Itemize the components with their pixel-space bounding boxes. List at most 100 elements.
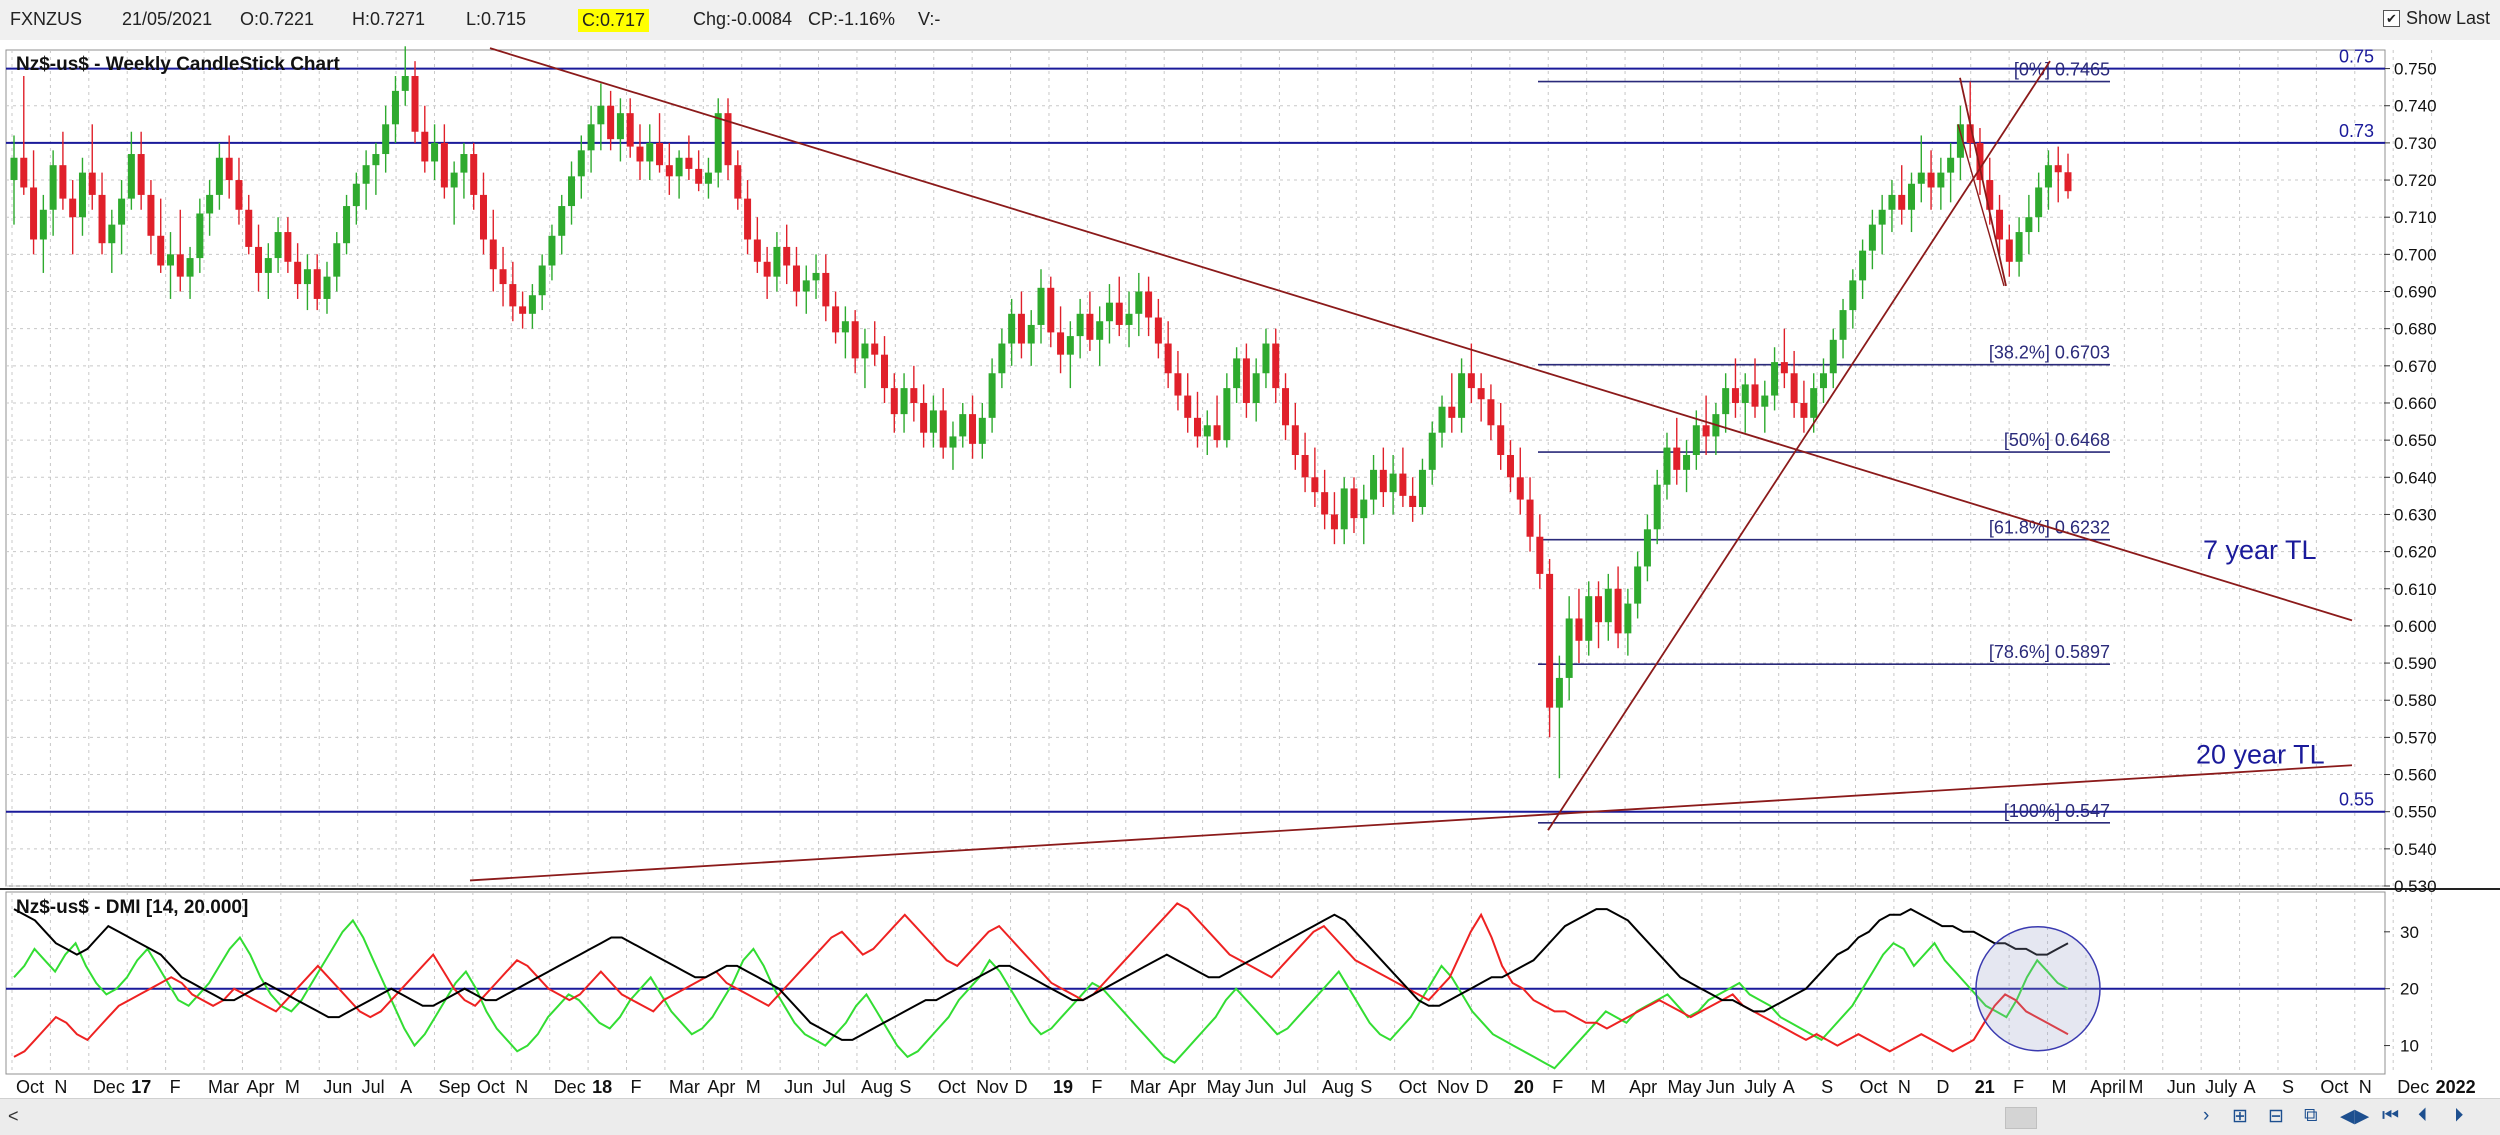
x-tick-label: A bbox=[2244, 1077, 2256, 1097]
candle-body bbox=[127, 154, 135, 199]
prev-icon[interactable]: ⏴ bbox=[2418, 1105, 2428, 1126]
main-chart-title: Nz$-us$ - Weekly CandleStick Chart bbox=[16, 54, 340, 75]
candle-body bbox=[1017, 313, 1025, 344]
show-last-checkbox[interactable]: ✔ Show Last bbox=[2382, 8, 2490, 29]
candle-body bbox=[1966, 124, 1974, 143]
y-tick-label: 0.700 bbox=[2394, 245, 2437, 264]
horizontal-scrollbar[interactable]: < › ⊞ ⊟ ⧉ ◀▶ ⏮ ⏴ ⏵ bbox=[0, 1098, 2500, 1135]
candle-body bbox=[391, 90, 399, 125]
level-label: 0.73 bbox=[2339, 121, 2374, 141]
y-tick-label: 0.570 bbox=[2394, 728, 2437, 747]
x-tick-label: Jul bbox=[1283, 1077, 1306, 1097]
x-tick-label: Dec bbox=[554, 1077, 586, 1097]
candle-body bbox=[1751, 384, 1759, 407]
candle-body bbox=[1663, 447, 1671, 485]
candle-body bbox=[1252, 373, 1260, 403]
candle-body bbox=[499, 269, 507, 285]
candle-body bbox=[1839, 310, 1847, 340]
y-tick-label: 0.660 bbox=[2394, 394, 2437, 413]
candle-body bbox=[1986, 180, 1994, 210]
scroll-right-icon[interactable]: › bbox=[2203, 1105, 2210, 1126]
x-tick-label: 21 bbox=[1975, 1077, 1995, 1097]
candle-body bbox=[568, 176, 576, 207]
chart-area[interactable]: Oct N Dec 17 F Mar Apr M Jun Jul A Sep Oct N Dec 18 F Mar… bbox=[0, 40, 2500, 1098]
y-tick-label: 0.670 bbox=[2394, 357, 2437, 376]
candle-body bbox=[753, 239, 761, 262]
annotation-7-year-tl: 7 year TL bbox=[2203, 535, 2317, 565]
candle-body bbox=[1927, 172, 1935, 188]
candle-body bbox=[10, 157, 18, 181]
candle-body bbox=[450, 172, 458, 188]
candle-body bbox=[548, 235, 556, 266]
candle-body bbox=[323, 276, 331, 299]
x-tick-label: Aug bbox=[861, 1077, 893, 1097]
x-tick-label: F bbox=[1552, 1077, 1563, 1097]
show-last-label: Show Last bbox=[2405, 8, 2490, 28]
candle-body bbox=[215, 157, 223, 195]
candle-body bbox=[920, 402, 928, 433]
candle-body bbox=[685, 157, 693, 169]
x-tick-label: M bbox=[746, 1077, 761, 1097]
zoom-reset-icon[interactable]: ⧉ bbox=[2304, 1105, 2318, 1126]
candle-body bbox=[1321, 492, 1329, 515]
x-tick-label: Jul bbox=[362, 1077, 385, 1097]
candle-body bbox=[313, 269, 321, 299]
candle-body bbox=[343, 206, 351, 244]
x-tick-label: N bbox=[2359, 1077, 2372, 1097]
candle-body bbox=[822, 272, 830, 307]
x-axis-labels: Oct N Dec 17 F Mar Apr M Jun Jul A Sep Oct N Dec 18 F Mar… bbox=[16, 1077, 2476, 1097]
expand-icon[interactable]: ◀▶ bbox=[2340, 1106, 2370, 1127]
x-tick-label: July bbox=[2205, 1077, 2237, 1097]
y-axis-labels: 0.750 0.740 0.730 0.720 0.710 0.700 0.690 0.680… bbox=[2384, 60, 2437, 1056]
x-tick-label: S bbox=[2282, 1077, 2294, 1097]
candle-body bbox=[88, 172, 96, 195]
candle-body bbox=[939, 410, 947, 448]
candle-body bbox=[1154, 317, 1162, 344]
candle-body bbox=[1908, 183, 1916, 210]
candle-body bbox=[988, 373, 996, 418]
first-icon[interactable]: ⏮ bbox=[2382, 1105, 2400, 1126]
candle-body bbox=[2015, 232, 2023, 262]
candle-body bbox=[1829, 339, 1837, 374]
scroll-left-icon[interactable]: < bbox=[8, 1106, 19, 1126]
candle-body bbox=[2044, 165, 2052, 188]
x-tick-label: A bbox=[400, 1077, 412, 1097]
x-tick-label: Nov bbox=[976, 1077, 1008, 1097]
y-tick-label: 0.690 bbox=[2394, 283, 2437, 302]
x-tick-label: 20 bbox=[1514, 1077, 1534, 1097]
x-tick-label: Jun bbox=[2167, 1077, 2196, 1097]
candle-body bbox=[734, 165, 742, 199]
candle-body bbox=[763, 261, 771, 277]
candle-body bbox=[225, 157, 233, 181]
candle-body bbox=[910, 388, 918, 403]
x-tick-label: S bbox=[899, 1077, 911, 1097]
next-icon[interactable]: ⏵ bbox=[2454, 1105, 2464, 1126]
x-tick-label: Apr bbox=[246, 1077, 274, 1097]
fib-label: [78.6%] 0.5897 bbox=[1989, 642, 2110, 662]
candle-body bbox=[1272, 343, 1280, 389]
x-tick-label: Apr bbox=[707, 1077, 735, 1097]
candle-body bbox=[626, 113, 634, 147]
y-tick-label: 0.540 bbox=[2394, 840, 2437, 859]
candle-body bbox=[78, 172, 86, 218]
candle-body bbox=[1193, 417, 1201, 437]
scrollbar-thumb[interactable] bbox=[2005, 1107, 2037, 1129]
x-tick-label: April bbox=[2090, 1077, 2126, 1097]
zoom-out-icon[interactable]: ⊟ bbox=[2268, 1106, 2284, 1127]
candle-body bbox=[1624, 603, 1632, 634]
candle-body bbox=[744, 198, 752, 240]
candle-body bbox=[587, 124, 595, 151]
x-tick-label: 2022 bbox=[2436, 1077, 2476, 1097]
candle-body bbox=[1340, 488, 1348, 530]
x-tick-label: Mar bbox=[1130, 1077, 1161, 1097]
candle-body bbox=[303, 269, 311, 285]
candle-body bbox=[411, 76, 419, 132]
zoom-in-icon[interactable]: ⊞ bbox=[2232, 1106, 2248, 1127]
x-tick-label: D bbox=[1015, 1077, 1028, 1097]
candle-body bbox=[166, 254, 174, 266]
candle-body bbox=[636, 146, 644, 162]
checkmark-icon[interactable]: ✔ bbox=[2382, 10, 2400, 27]
candle-body bbox=[1291, 425, 1299, 455]
candle-body bbox=[1604, 588, 1612, 623]
candle-body bbox=[1565, 618, 1573, 678]
